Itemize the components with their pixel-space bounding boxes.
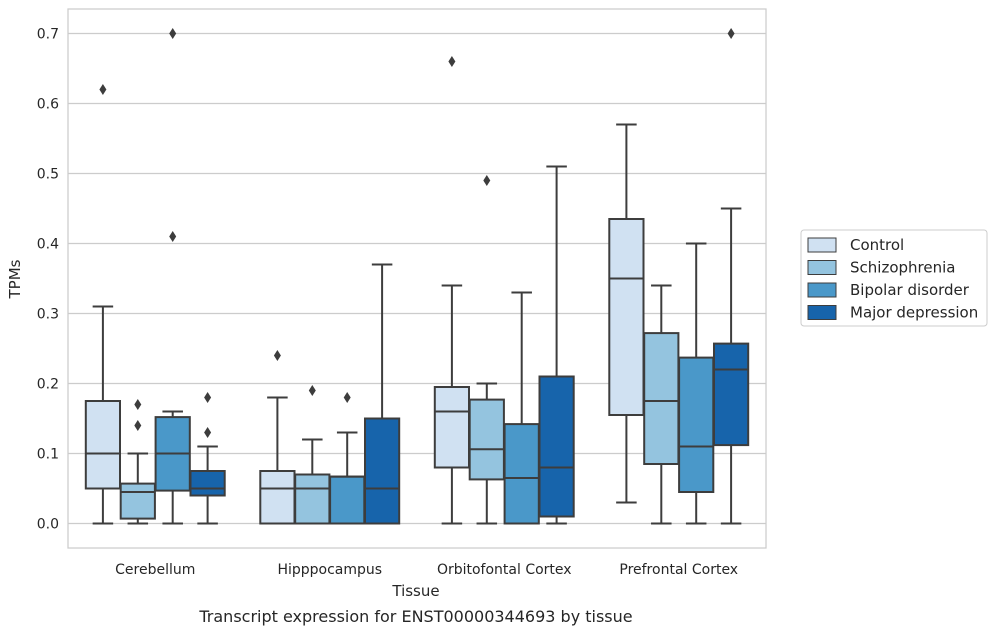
box-body (503, 423, 540, 525)
box-1-3 (363, 263, 401, 525)
y-tick-labels: 0.0 0.1 0.2 0.3 0.4 0.5 0.6 0.7 (37, 27, 59, 533)
box-3-0 (608, 123, 645, 504)
legend-swatch (807, 260, 837, 275)
box-body (363, 417, 401, 525)
box-body (608, 218, 645, 416)
box-1-1 (294, 385, 331, 525)
box-2-0 (433, 56, 471, 525)
box-0-0 (84, 84, 122, 525)
y-tick-label: 0.2 (37, 377, 59, 393)
x-tick-label: Cerebellum (115, 562, 195, 578)
legend-frame (800, 229, 988, 327)
y-tick-label: 0.0 (37, 517, 59, 533)
outlier-point (99, 84, 107, 95)
x-tick-label: Hipppocampus (277, 562, 382, 578)
y-tick-label: 0.1 (37, 447, 59, 463)
box-0-3 (189, 392, 226, 525)
outlier-point (134, 399, 142, 410)
y-tick-label: 0.3 (37, 307, 59, 323)
y-axis-label: TPMs (6, 259, 24, 299)
box-3-2 (678, 242, 715, 525)
legend-items: Control Schizophrenia Bipolar disorder Majo… (807, 236, 978, 322)
y-tick-label: 0.4 (37, 237, 59, 253)
outlier-point (204, 392, 212, 403)
outlier-point (134, 420, 142, 431)
box-layer (84, 28, 750, 525)
box-0-1 (119, 399, 156, 525)
box-body (294, 473, 331, 525)
legend: Control Schizophrenia Bipolar disorder Majo… (800, 229, 988, 327)
legend-label: Schizophrenia (850, 259, 955, 277)
x-tick-label: Orbitofontal Cortex (437, 562, 572, 578)
legend-label: Bipolar disorder (850, 281, 970, 299)
x-axis-label: Tissue (391, 582, 439, 600)
outlier-point (343, 392, 351, 403)
legend-label: Control (850, 236, 904, 254)
outlier-point (169, 231, 177, 242)
box-body (433, 386, 471, 469)
box-body (643, 332, 680, 465)
box-body (119, 482, 156, 520)
outlier-point (448, 56, 456, 67)
box-body (468, 398, 505, 481)
y-tick-label: 0.5 (37, 167, 59, 183)
box-3-3 (712, 28, 750, 525)
outlier-point (483, 175, 491, 186)
box-2-3 (538, 165, 575, 525)
box-body (189, 470, 226, 497)
outlier-point (273, 350, 281, 361)
box-body (84, 400, 122, 490)
x-tick-label: Prefrontal Cortex (619, 562, 738, 578)
box-1-0 (259, 350, 296, 525)
box-body (329, 475, 366, 525)
plot-frame (67, 8, 767, 549)
x-tick-labels: Cerebellum Hipppocampus Orbitofontal Corte… (115, 562, 738, 578)
y-tick-label: 0.6 (37, 97, 59, 113)
box-1-2 (329, 392, 366, 525)
legend-swatch (807, 237, 837, 253)
outlier-point (204, 427, 212, 438)
box-2-2 (503, 291, 540, 525)
box-body (712, 342, 750, 447)
legend-swatch (807, 305, 837, 320)
legend-swatch (807, 282, 837, 298)
box-2-1 (468, 175, 505, 525)
y-tick-label: 0.7 (37, 27, 59, 43)
box-body (259, 470, 296, 525)
box-0-2 (154, 28, 191, 525)
chart-caption: Transcript expression for ENST0000034469… (198, 607, 632, 626)
outlier-point (308, 385, 316, 396)
box-body (678, 356, 715, 493)
box-3-1 (643, 284, 680, 525)
box-body (538, 375, 575, 518)
legend-label: Major depression (850, 304, 978, 322)
outlier-point (727, 28, 735, 39)
outlier-point (169, 28, 177, 39)
